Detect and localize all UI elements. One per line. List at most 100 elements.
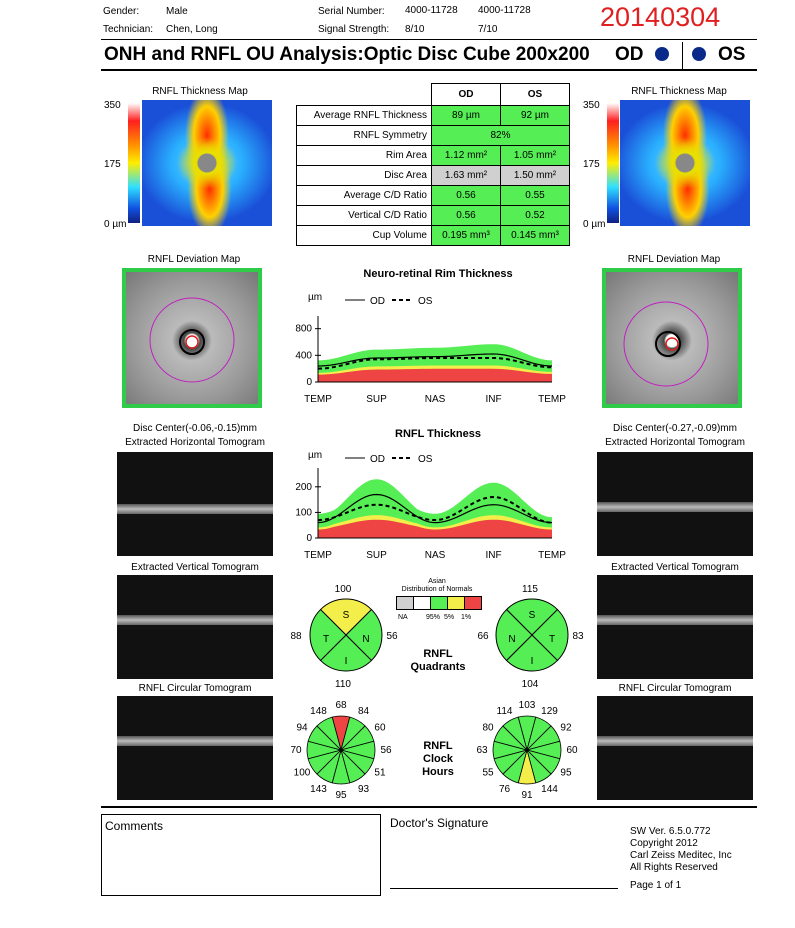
legend-na-swatch <box>397 597 414 609</box>
table-row: Average RNFL Thickness 89 µm 92 µm <box>296 105 570 126</box>
comments-box[interactable]: Comments <box>101 814 381 896</box>
normal-band-red <box>318 519 552 538</box>
od-quad-i: 110 <box>335 679 351 690</box>
os-eye-icon <box>692 47 706 66</box>
clock-value: 55 <box>482 768 494 779</box>
rnfl-chart: µm OD OS 200 100 0 TEMP SUP NAS INF TEMP <box>295 450 566 561</box>
x-tick-label: TEMP <box>304 550 332 561</box>
x-tick-label: NAS <box>425 394 446 405</box>
od-value: 0.56 <box>431 205 501 226</box>
report-title: ONH and RNFL OU Analysis:Optic Disc Cube… <box>104 44 590 65</box>
y-tick-label: 100 <box>295 507 312 518</box>
os-value: 1.50 mm² <box>500 165 570 186</box>
clock-label-2: Clock <box>423 753 453 765</box>
legend-green-swatch <box>431 597 448 609</box>
quad-bottom <box>505 634 559 672</box>
clock-value: 80 <box>482 723 494 734</box>
rim-chart: µm OD OS 800 400 0 TEMP SUP NAS INF TEMP <box>295 292 566 405</box>
table-row: Vertical C/D Ratio 0.56 0.52 <box>296 205 570 226</box>
row-label: Average C/D Ratio <box>296 185 432 206</box>
clock-value: 100 <box>294 768 311 779</box>
clock-value: 60 <box>566 745 578 756</box>
legend-95: 95% <box>426 614 441 621</box>
od-horiz-tomogram <box>117 452 273 556</box>
quad-letter: S <box>343 610 350 621</box>
rim-chart-title: Neuro-retinal Rim Thickness <box>363 268 513 280</box>
clock-value: 95 <box>335 790 347 801</box>
clock-value: 143 <box>310 784 327 795</box>
rnfl-legend-od: OD <box>370 454 385 465</box>
table-row: Average C/D Ratio 0.56 0.55 <box>296 185 570 206</box>
legend-red-swatch <box>465 597 481 609</box>
rim-y-ticks: 800 400 0 <box>295 324 321 388</box>
od-value: 0.195 mm³ <box>431 225 501 246</box>
quad-bottom <box>319 634 373 672</box>
od-eye-icon <box>655 47 669 66</box>
os-scale-bottom: 0 µm <box>583 219 606 230</box>
od-series-line <box>317 493 553 524</box>
legend-5: 5% <box>444 614 455 621</box>
rnfl-x-labels: TEMP SUP NAS INF TEMP <box>304 550 566 561</box>
header-rule <box>101 39 757 40</box>
quad-letter: I <box>531 656 534 667</box>
os-vert-tomo-title: Extracted Vertical Tomogram <box>611 562 739 573</box>
os-quad-n: 66 <box>477 631 489 642</box>
quadrants-label-1: RNFL <box>423 648 453 660</box>
footer-rule <box>101 806 757 808</box>
row-label: RNFL Symmetry <box>296 125 432 146</box>
clock-value: 63 <box>476 745 488 756</box>
serial-od: 4000-11728 <box>405 5 458 16</box>
copyright: Copyright 2012 <box>630 838 698 849</box>
clock-value: 51 <box>374 768 386 779</box>
quad-letter: I <box>345 656 348 667</box>
rim-x-labels: TEMP SUP NAS INF TEMP <box>304 394 566 405</box>
sw-version: SW Ver. 6.5.0.772 <box>630 826 711 837</box>
serial-label: Serial Number: <box>318 6 385 17</box>
os-value: 0.55 <box>500 185 570 206</box>
rnfl-y-ticks: 200 100 0 <box>295 482 321 544</box>
x-tick-label: TEMP <box>538 550 566 561</box>
row-label: Rim Area <box>296 145 432 166</box>
os-horiz-tomo-title: Extracted Horizontal Tomogram <box>605 437 745 448</box>
eye-os-label: OS <box>718 44 746 65</box>
table-row: Disc Area 1.63 mm² 1.50 mm² <box>296 165 570 186</box>
x-tick-label: SUP <box>366 550 387 561</box>
technician-value: Chen, Long <box>166 24 218 35</box>
gender-label: Gender: <box>103 6 140 17</box>
quadrants-label-2: Quadrants <box>410 661 466 673</box>
rnfl-legend-os: OS <box>418 454 433 465</box>
normals-legend <box>396 596 482 610</box>
x-tick-label: INF <box>485 394 501 405</box>
clock-value: 144 <box>541 784 558 795</box>
od-color-scale <box>128 103 140 223</box>
os-quad-i: 104 <box>521 679 539 690</box>
quadrants-label: RNFL Quadrants <box>398 648 478 674</box>
od-horiz-tomo-title: Extracted Horizontal Tomogram <box>125 437 265 448</box>
os-value: 0.52 <box>500 205 570 226</box>
os-value: 92 µm <box>500 105 570 126</box>
normal-band-red <box>318 368 552 382</box>
quad-right <box>345 608 383 662</box>
signature-line[interactable] <box>390 888 618 889</box>
software-info: SW Ver. 6.5.0.772 Copyright 2012 Carl Ze… <box>630 826 732 874</box>
clock-value: 70 <box>290 745 302 756</box>
os-thickness-map-title: RNFL Thickness Map <box>631 86 727 97</box>
rnfl-plot-area <box>317 468 553 539</box>
os-series-line <box>317 357 553 370</box>
os-scale-top: 350 <box>583 100 600 111</box>
technician-label: Technician: <box>103 24 154 35</box>
gender-value: Male <box>166 6 188 17</box>
rim-legend-os: OS <box>418 296 433 307</box>
od-quad-t: 88 <box>290 631 302 642</box>
metrics-table: OD OS Average RNFL Thickness 89 µm 92 µm… <box>296 83 570 246</box>
od-value: 89 µm <box>431 105 501 126</box>
clock-value: 84 <box>358 706 370 717</box>
legend-yellow-swatch <box>448 597 465 609</box>
legend-title-2: Distribution of Normals <box>401 586 473 593</box>
x-tick-label: SUP <box>366 394 387 405</box>
clock-label-1: RNFL <box>423 740 453 752</box>
od-value: 1.63 mm² <box>431 165 501 186</box>
exam-date: 20140304 <box>600 2 721 32</box>
